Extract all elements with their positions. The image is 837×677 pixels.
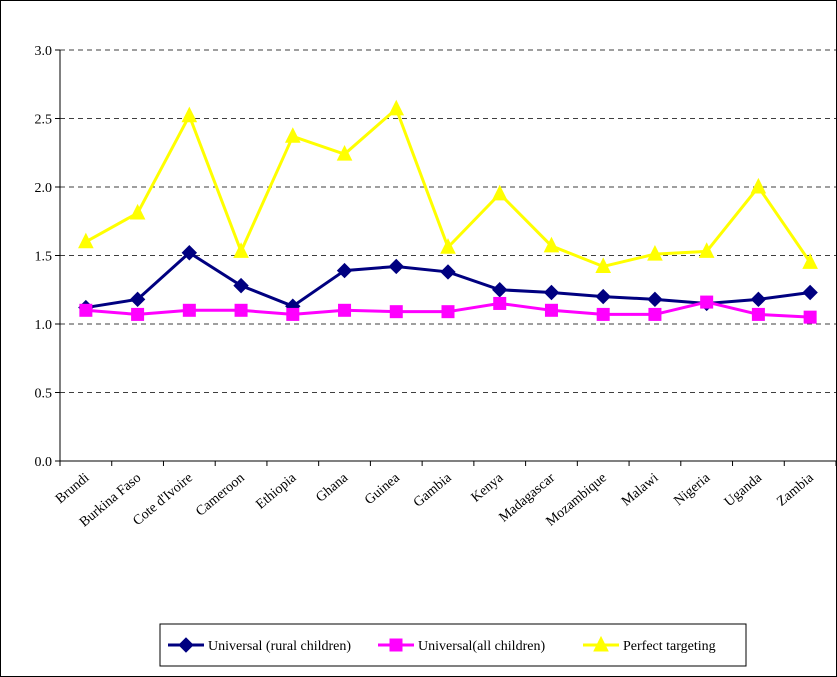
marker xyxy=(750,291,767,308)
y-tick-label: 1.0 xyxy=(35,318,53,333)
marker xyxy=(440,264,456,280)
marker xyxy=(178,637,194,653)
marker xyxy=(233,242,249,258)
marker xyxy=(131,307,145,321)
marker xyxy=(182,303,196,317)
marker xyxy=(388,258,404,275)
marker xyxy=(389,638,403,652)
y-tick-label: 0.0 xyxy=(35,455,53,470)
marker xyxy=(543,284,560,301)
marker xyxy=(700,295,714,309)
marker xyxy=(493,296,507,310)
marker xyxy=(543,236,560,253)
marker xyxy=(751,307,765,321)
marker xyxy=(491,184,508,201)
marker xyxy=(129,291,146,308)
marker xyxy=(647,291,663,308)
y-tick-label: 2.0 xyxy=(35,181,53,196)
marker xyxy=(802,253,818,269)
y-tick-label: 0.5 xyxy=(35,387,53,402)
y-tick-label: 2.5 xyxy=(35,113,53,128)
marker xyxy=(802,284,818,301)
legend-label: Universal(all children) xyxy=(418,639,545,654)
marker xyxy=(803,310,817,324)
legend-label: Universal (rural children) xyxy=(208,639,351,654)
y-tick-label: 1.5 xyxy=(35,250,53,265)
marker xyxy=(595,257,612,273)
marker xyxy=(648,307,662,321)
marker xyxy=(596,307,610,321)
marker xyxy=(593,635,609,652)
marker xyxy=(440,238,456,254)
legend-label: Perfect targeting xyxy=(623,639,716,654)
marker xyxy=(78,232,94,249)
marker xyxy=(286,307,300,321)
legend-box xyxy=(159,623,747,667)
marker xyxy=(698,242,715,258)
marker xyxy=(336,262,353,279)
y-tick-label: 3.0 xyxy=(35,44,53,59)
marker xyxy=(647,245,663,261)
marker xyxy=(233,277,249,294)
marker xyxy=(129,203,146,220)
marker xyxy=(181,106,198,123)
marker xyxy=(750,177,767,194)
marker xyxy=(544,303,558,317)
marker xyxy=(441,305,455,319)
marker xyxy=(338,303,352,317)
marker xyxy=(284,127,301,143)
marker xyxy=(388,99,405,116)
marker xyxy=(389,305,403,319)
marker xyxy=(595,288,611,305)
marker xyxy=(181,245,198,261)
marker xyxy=(234,303,248,317)
marker xyxy=(492,282,508,298)
marker xyxy=(336,145,353,161)
marker xyxy=(79,303,93,317)
